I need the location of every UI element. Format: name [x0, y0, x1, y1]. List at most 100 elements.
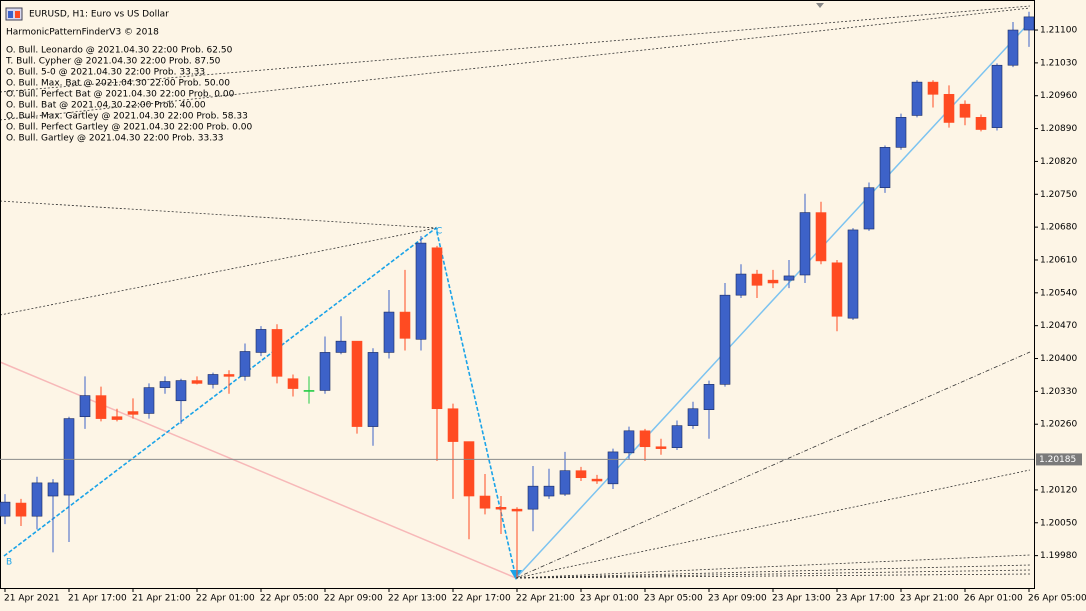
candle-body — [351, 340, 363, 427]
candle-body — [415, 242, 427, 340]
pattern-arrow — [510, 570, 522, 580]
y-tick-label: 1.20890 — [1040, 124, 1077, 134]
pattern-entry: O. Bull. Bat @ 2021.04.30 22:00 Prob. 40… — [6, 101, 206, 111]
pattern-entry: O. Bull. Leonardo @ 2021.04.30 22:00 Pro… — [6, 46, 233, 56]
candle-body — [735, 273, 747, 296]
candle-body — [1007, 29, 1019, 66]
candle-body — [703, 384, 715, 410]
candle-body — [0, 501, 11, 517]
x-tick-label: 22 Apr 13:00 — [388, 594, 447, 604]
x-tick-label: 26 Apr 01:00 — [964, 594, 1023, 604]
candle-body — [815, 212, 827, 262]
x-tick-label: 26 Apr 05:00 — [1028, 594, 1086, 604]
candle-body — [783, 275, 795, 281]
chart-title: EURUSD, H1: Euro vs US Dollar — [29, 10, 169, 20]
x-tick-label: 23 Apr 09:00 — [708, 594, 767, 604]
x-tick-label: 23 Apr 05:00 — [644, 594, 703, 604]
candle-body — [975, 117, 987, 130]
y-tick-label: 1.20260 — [1040, 420, 1077, 430]
y-tick-label: 1.20540 — [1040, 288, 1077, 298]
candle-body — [143, 387, 155, 414]
x-tick-label: 22 Apr 21:00 — [516, 594, 575, 604]
candle-body — [991, 64, 1003, 128]
candle-body — [879, 147, 891, 189]
y-tick-label: 1.21100 — [1040, 26, 1077, 36]
candle-body — [127, 411, 139, 415]
candle-body — [447, 408, 459, 442]
candle-body — [511, 508, 523, 512]
x-tick-label: 22 Apr 09:00 — [324, 594, 383, 604]
pattern-entry: O. Bull. Perfect Gartley @ 2021.04.30 22… — [6, 123, 252, 133]
candle-body — [607, 451, 619, 485]
x-tick-label: 21 Apr 21:00 — [132, 594, 191, 604]
candle-body — [495, 506, 507, 510]
x-tick-label: 21 Apr 2021 — [4, 594, 60, 604]
candle-body — [767, 279, 779, 284]
candle-body — [639, 430, 651, 448]
y-tick-label: 1.20750 — [1040, 190, 1077, 200]
pattern-entry: O. Bull. Max. Bat @ 2021.04.30 22:00 Pro… — [6, 79, 230, 89]
y-tick-label: 1.20120 — [1040, 485, 1077, 495]
y-tick-label: 1.20610 — [1040, 255, 1077, 265]
y-tick-label: 1.20330 — [1040, 387, 1077, 397]
candle-body — [15, 502, 27, 517]
candle-body — [335, 340, 347, 353]
x-tick-label: 22 Apr 17:00 — [452, 594, 511, 604]
projection-lines — [0, 5, 1031, 579]
candle-body — [95, 395, 107, 419]
x-tick-label: 23 Apr 17:00 — [836, 594, 895, 604]
y-tick-label: 1.20400 — [1040, 354, 1077, 364]
candle-body — [575, 470, 587, 479]
candle-body — [319, 352, 331, 391]
candle-body — [287, 378, 299, 389]
candle-body — [479, 495, 491, 509]
candle-body — [559, 470, 571, 495]
x-tick-label: 22 Apr 01:00 — [196, 594, 255, 604]
candle-body — [463, 441, 475, 497]
candle-body — [399, 311, 411, 339]
candle-body — [543, 485, 555, 497]
y-tick-label: 1.19980 — [1040, 551, 1077, 561]
pattern-entry: T. Bull. Cypher @ 2021.04.30 22:00 Prob.… — [5, 57, 221, 67]
candle-body — [799, 212, 811, 276]
candle-body — [303, 390, 315, 392]
candle-body — [207, 374, 219, 385]
candle-body — [751, 273, 763, 286]
candle-body — [367, 352, 379, 427]
x-tick-label: 23 Apr 01:00 — [580, 594, 639, 604]
candle-body — [79, 395, 91, 418]
y-tick-label: 1.20960 — [1040, 91, 1077, 101]
candle-body — [959, 103, 971, 118]
candle-body — [623, 430, 635, 454]
candle-body — [943, 94, 955, 123]
candle-body — [31, 482, 43, 517]
y-tick-label: 1.20470 — [1040, 321, 1077, 331]
candle-body — [111, 416, 123, 420]
point-label: B — [6, 558, 12, 568]
candle-body — [223, 374, 235, 377]
candle-body — [383, 311, 395, 353]
x-tick-label: 23 Apr 13:00 — [772, 594, 831, 604]
candle-body — [895, 117, 907, 148]
candle-body — [831, 262, 843, 317]
candle-body — [927, 81, 939, 95]
candle-body — [527, 485, 539, 510]
candle-body — [191, 380, 203, 384]
pattern-entry: O. Bull. Gartley @ 2021.04.30 22:00 Prob… — [6, 134, 224, 144]
x-tick-label: 23 Apr 21:00 — [900, 594, 959, 604]
x-tick-label: 22 Apr 05:00 — [260, 594, 319, 604]
candle-body — [239, 351, 251, 377]
candle-body — [591, 478, 603, 482]
y-tick-label: 1.20050 — [1040, 518, 1077, 528]
candle-body — [911, 81, 923, 116]
candle-body — [671, 425, 683, 448]
window-icon — [5, 7, 23, 21]
y-tick-label: 1.20680 — [1040, 223, 1077, 233]
candle-body — [159, 381, 171, 388]
candle-body — [863, 187, 875, 230]
candle-body — [719, 294, 731, 385]
candle-body — [255, 329, 267, 353]
candle-body — [847, 229, 859, 319]
pattern-entry: O. Bull. Max. Gartley @ 2021.04.30 22:00… — [6, 112, 248, 122]
